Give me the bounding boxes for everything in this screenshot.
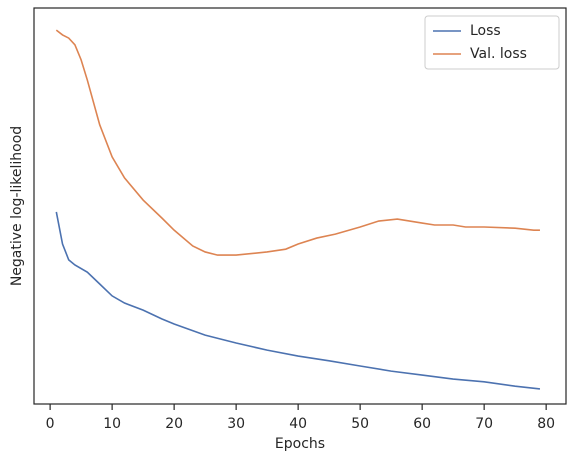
- legend-box: [424, 15, 560, 70]
- line-series: [55, 29, 540, 256]
- x-tick-label: 10: [103, 416, 121, 432]
- x-tick-label: 20: [165, 416, 183, 432]
- x-tick-label: 0: [46, 416, 55, 432]
- legend-label: Val. loss: [470, 46, 527, 62]
- x-tick-label: 50: [351, 416, 369, 432]
- x-tick-label: 40: [289, 416, 307, 432]
- x-tick-label: 80: [537, 416, 555, 432]
- legend-label: Loss: [470, 23, 501, 39]
- x-tick-label: 70: [475, 416, 493, 432]
- x-tick-label: 30: [227, 416, 245, 432]
- y-axis-label: Negative log-likelihood: [9, 126, 25, 286]
- line-series: [55, 211, 541, 390]
- x-axis-label: Epochs: [275, 436, 325, 452]
- x-tick-label: 60: [413, 416, 431, 432]
- plot-frame: [33, 7, 567, 405]
